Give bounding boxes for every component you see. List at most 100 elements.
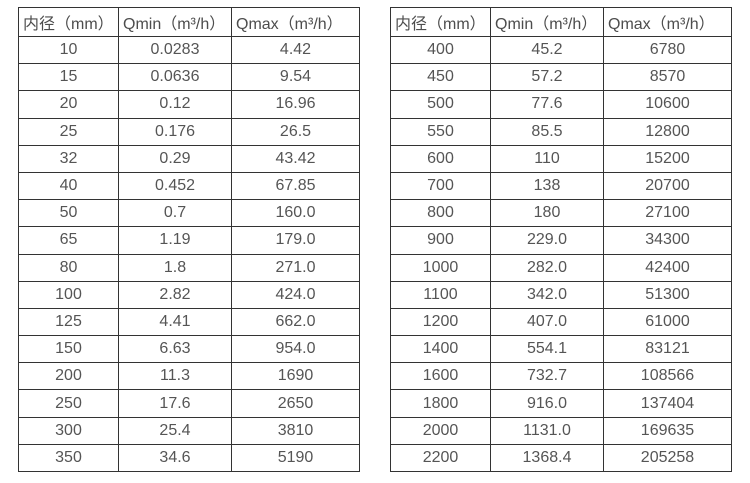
table-cell: 0.452	[118, 171, 232, 201]
table-cell: 1800	[390, 389, 491, 418]
table-cell: 1600	[390, 362, 491, 391]
column-header: Qmin（m³/h）	[490, 7, 604, 37]
table-cell: 424.0	[231, 280, 360, 309]
table-cell: 916.0	[490, 389, 604, 418]
table-cell: 6780	[603, 35, 732, 65]
table-row: 1400 554.1 83121	[390, 335, 732, 364]
table-cell: 108566	[603, 362, 732, 391]
table-cell: 100	[18, 280, 119, 309]
column-header: Qmax（m³/h）	[603, 7, 732, 37]
table-cell: 4.42	[231, 35, 360, 65]
table-cell: 8570	[603, 63, 732, 92]
table-cell: 300	[18, 416, 119, 445]
column-header: 内径（mm）	[390, 7, 491, 37]
table-cell: 2650	[231, 389, 360, 418]
table-row: 2000 1131.0 169635	[390, 416, 732, 445]
table-cell: 15200	[603, 144, 732, 173]
table-cell: 0.176	[118, 117, 232, 146]
table-cell: 61000	[603, 307, 732, 337]
table-cell: 12800	[603, 117, 732, 146]
table-cell: 282.0	[490, 253, 604, 282]
table-cell: 1400	[390, 335, 491, 364]
table-cell: 3810	[231, 416, 360, 445]
table-cell: 250	[18, 389, 119, 418]
table-cell: 83121	[603, 335, 732, 364]
table-cell: 85.5	[490, 117, 604, 146]
table-cell: 700	[390, 171, 491, 201]
table-cell: 34300	[603, 226, 732, 255]
table-cell: 179.0	[231, 226, 360, 255]
table-cell: 80	[18, 253, 119, 282]
table-row: 450 57.2 8570	[390, 63, 732, 92]
table-cell: 900	[390, 226, 491, 255]
table-cell: 2200	[390, 443, 491, 473]
table-cell: 350	[18, 443, 119, 473]
table-cell: 1200	[390, 307, 491, 337]
table-cell: 137404	[603, 389, 732, 418]
table-cell: 5190	[231, 443, 360, 473]
table-cell: 1131.0	[490, 416, 604, 445]
table-row: 32 0.29 43.42	[18, 144, 360, 173]
table-cell: 600	[390, 144, 491, 173]
table-row: 10 0.0283 4.42	[18, 35, 360, 65]
table-row: 800 180 27100	[390, 199, 732, 228]
table-cell: 0.0636	[118, 63, 232, 92]
table-row: 250 17.6 2650	[18, 389, 360, 418]
table-cell: 400	[390, 35, 491, 65]
table-cell: 169635	[603, 416, 732, 445]
table-row: 100 2.82 424.0	[18, 280, 360, 309]
table-cell: 45.2	[490, 35, 604, 65]
table-cell: 51300	[603, 280, 732, 309]
table-cell: 229.0	[490, 226, 604, 255]
table-cell: 1.19	[118, 226, 232, 255]
table-cell: 40	[18, 171, 119, 201]
table-cell: 25.4	[118, 416, 232, 445]
table-row: 2200 1368.4 205258	[390, 443, 732, 473]
column-header: Qmin（m³/h）	[118, 7, 232, 37]
table-row: 125 4.41 662.0	[18, 307, 360, 337]
table-cell: 550	[390, 117, 491, 146]
table-cell: 954.0	[231, 335, 360, 364]
table-cell: 65	[18, 226, 119, 255]
table-cell: 1100	[390, 280, 491, 309]
table-cell: 26.5	[231, 117, 360, 146]
table-cell: 77.6	[490, 90, 604, 119]
table-cell: 1000	[390, 253, 491, 282]
table-cell: 57.2	[490, 63, 604, 92]
table-cell: 407.0	[490, 307, 604, 337]
table-row: 1800 916.0 137404	[390, 389, 732, 418]
table-cell: 43.42	[231, 144, 360, 173]
table-row: 20 0.12 16.96	[18, 90, 360, 119]
table-row: 900 229.0 34300	[390, 226, 732, 255]
table-cell: 25	[18, 117, 119, 146]
table-cell: 732.7	[490, 362, 604, 391]
table-cell: 0.7	[118, 199, 232, 228]
table-cell: 200	[18, 362, 119, 391]
table-cell: 2000	[390, 416, 491, 445]
table-row: 400 45.2 6780	[390, 35, 732, 65]
table-row: 25 0.176 26.5	[18, 117, 360, 146]
table-row: 200 11.3 1690	[18, 362, 360, 391]
table-cell: 342.0	[490, 280, 604, 309]
table-cell: 500	[390, 90, 491, 119]
table-cell: 32	[18, 144, 119, 173]
table-row: 550 85.5 12800	[390, 117, 732, 146]
table-cell: 20700	[603, 171, 732, 201]
table-row: 150 6.63 954.0	[18, 335, 360, 364]
table-cell: 662.0	[231, 307, 360, 337]
table-cell: 1368.4	[490, 443, 604, 473]
table-cell: 271.0	[231, 253, 360, 282]
table-row: 1600 732.7 108566	[390, 362, 732, 391]
table-cell: 9.54	[231, 63, 360, 92]
table-cell: 34.6	[118, 443, 232, 473]
table-cell: 6.63	[118, 335, 232, 364]
table-cell: 0.29	[118, 144, 232, 173]
table-cell: 150	[18, 335, 119, 364]
table-row: 80 1.8 271.0	[18, 253, 360, 282]
flow-range-table-small-diameters: 内径（mm） Qmin（m³/h） Qmax（m³/h） 10 0.0283 4.42 15…	[18, 7, 360, 473]
column-header: 内径（mm）	[18, 7, 119, 37]
table-cell: 4.41	[118, 307, 232, 337]
table-cell: 27100	[603, 199, 732, 228]
table-row: 50 0.7 160.0	[18, 199, 360, 228]
